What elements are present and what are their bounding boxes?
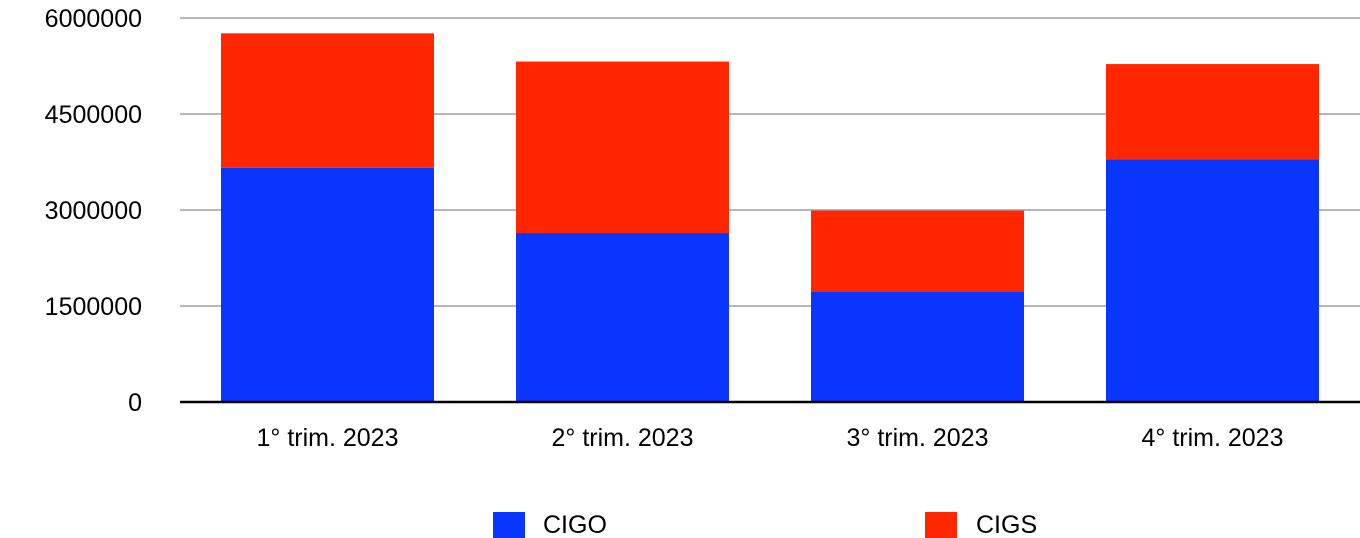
y-tick-label: 6000000 (45, 5, 142, 33)
y-tick-label: 4500000 (45, 101, 142, 129)
x-tick-label: 3° trim. 2023 (846, 424, 988, 452)
legend-swatch-cigo (493, 512, 525, 538)
legend: CIGO CIGS (493, 511, 1037, 538)
bar-cigo-1 (221, 167, 434, 402)
x-tick-label: 2° trim. 2023 (551, 424, 693, 452)
axes: 0 1500000 3000000 4500000 6000000 1° trim. 20… (45, 5, 1360, 452)
bar-cigo-2 (516, 233, 729, 402)
legend-swatch-cigs (925, 512, 957, 538)
y-tick-label: 1500000 (45, 293, 142, 321)
bar-cigs-1 (221, 33, 434, 168)
legend-label-cigs: CIGS (976, 511, 1037, 538)
bar-cigs-4 (1106, 64, 1319, 160)
y-tick-label: 3000000 (45, 197, 142, 225)
bars (221, 33, 1319, 402)
bar-cigo-3 (811, 291, 1024, 402)
y-tick-label: 0 (128, 389, 142, 417)
x-tick-label: 1° trim. 2023 (256, 424, 398, 452)
bar-cigo-4 (1106, 159, 1319, 402)
bar-cigs-3 (811, 210, 1024, 292)
x-tick-label: 4° trim. 2023 (1141, 424, 1283, 452)
legend-label-cigo: CIGO (543, 511, 607, 538)
bar-cigs-2 (516, 61, 729, 234)
